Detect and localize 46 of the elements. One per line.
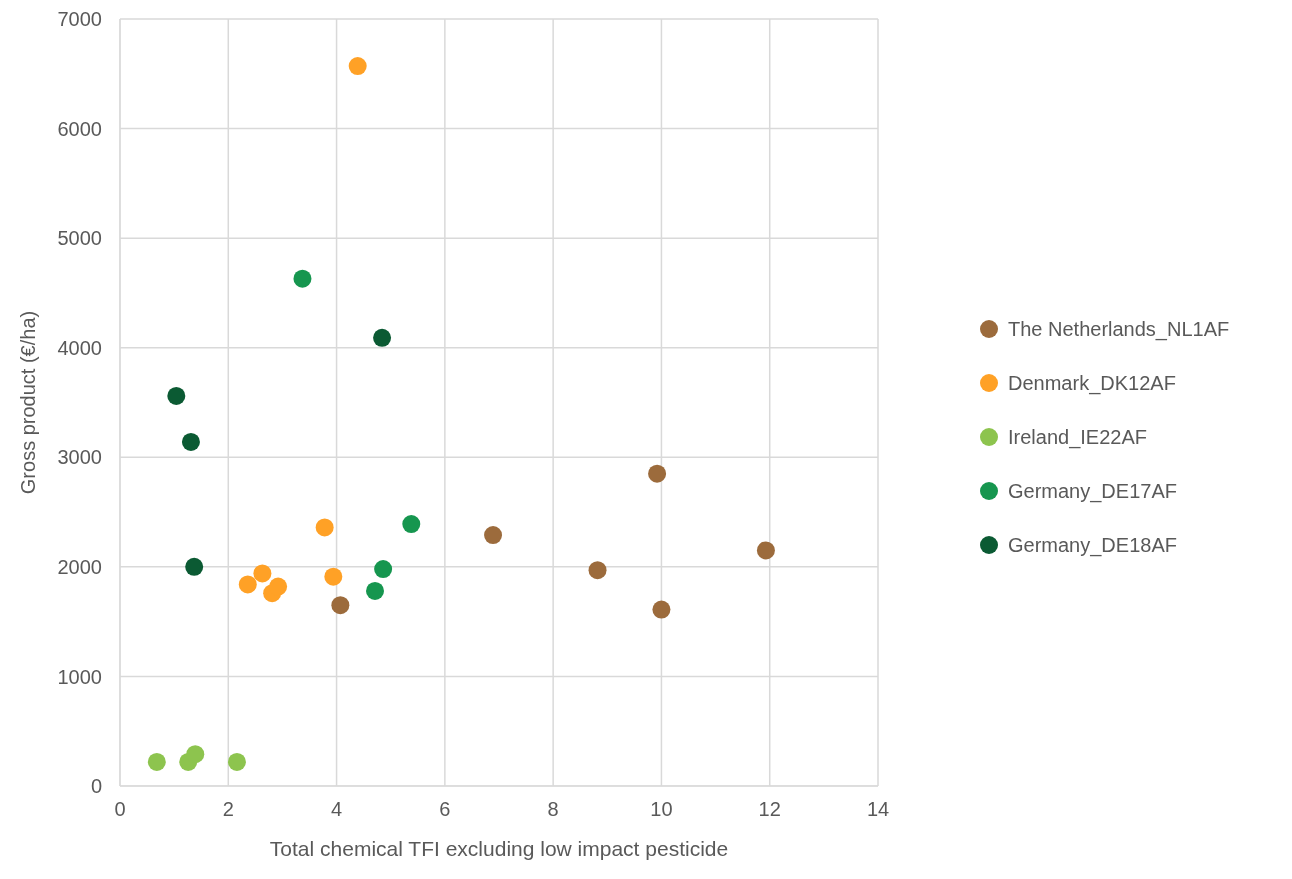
x-tick-label: 2 (222, 798, 234, 821)
point (293, 269, 312, 288)
legend-label: Ireland_IE22AF (1008, 425, 1147, 449)
x-axis-title: Total chemical TFI excluding low impact pesticide (269, 837, 729, 860)
point (324, 567, 343, 586)
point (756, 541, 775, 560)
point (588, 561, 607, 580)
x-tick-label: 4 (331, 798, 343, 821)
point (185, 557, 204, 576)
y-tick-label: 0 (90, 775, 102, 798)
legend-label: Denmark_DK12AF (1008, 371, 1176, 395)
legend-label: The Netherlands_NL1AF (1008, 317, 1230, 341)
y-tick-label: 7000 (57, 8, 102, 31)
point (484, 526, 503, 545)
x-tick-label: 6 (439, 798, 451, 821)
point (253, 564, 272, 583)
x-tick-label: 10 (650, 798, 673, 821)
x-tick-label: 12 (758, 798, 781, 821)
y-tick-label: 6000 (57, 117, 102, 140)
point (167, 386, 186, 405)
point (238, 575, 257, 594)
y-tick-label: 4000 (57, 336, 102, 359)
point (366, 581, 385, 600)
y-tick-label: 5000 (57, 227, 102, 250)
point (652, 600, 671, 619)
point (648, 464, 667, 483)
legend-label: Germany_DE18AF (1008, 533, 1177, 557)
point (374, 560, 393, 579)
point (373, 328, 392, 347)
x-tick-label: 8 (547, 798, 559, 821)
point (402, 515, 421, 534)
y-axis-title: Gross product (€/ha) (17, 310, 40, 495)
point (348, 57, 367, 76)
point (269, 577, 288, 596)
point (181, 432, 200, 451)
point (186, 745, 205, 764)
y-tick-label: 3000 (57, 446, 102, 469)
point (315, 518, 334, 537)
legend-label: Germany_DE17AF (1008, 479, 1177, 503)
point (331, 596, 350, 615)
point (227, 752, 246, 771)
x-tick-label: 0 (114, 798, 126, 821)
y-tick-label: 2000 (57, 555, 102, 578)
x-tick-label: 14 (866, 798, 890, 821)
y-tick-label: 1000 (57, 665, 102, 688)
point (147, 752, 166, 771)
